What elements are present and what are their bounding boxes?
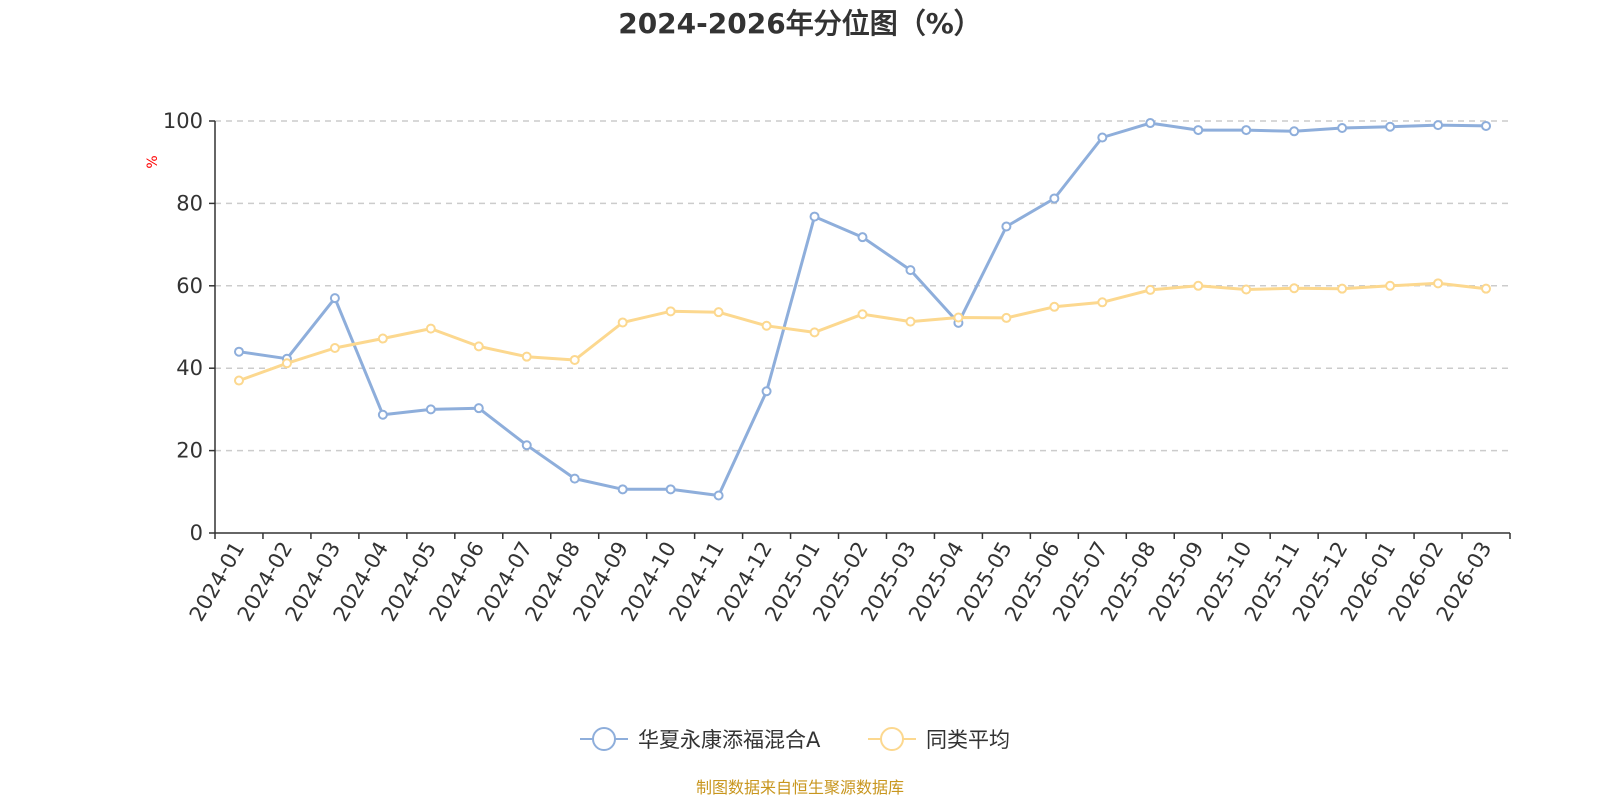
legend[interactable]: 华夏永康添福混合A 同类平均 [580,727,1010,752]
axes-layer: 0204060801002024-012024-022024-032024-04… [163,109,1511,625]
data-point[interactable] [473,341,484,352]
data-point[interactable] [1097,132,1108,143]
data-point[interactable] [329,293,340,304]
data-point[interactable] [329,343,340,354]
y-tick-label: 20 [176,439,203,463]
series-0 [233,118,1492,501]
data-point[interactable] [569,473,580,484]
data-point[interactable] [1145,118,1156,129]
data-point[interactable] [713,490,724,501]
data-point[interactable] [1049,193,1060,204]
data-point[interactable] [665,484,676,495]
data-point[interactable] [233,346,244,357]
data-point[interactable] [1241,125,1252,136]
data-point[interactable] [473,403,484,414]
data-point[interactable] [1001,221,1012,232]
legend-item[interactable]: 华夏永康添福混合A [580,727,821,752]
y-tick-label: 60 [176,274,203,298]
data-point[interactable] [809,211,820,222]
data-point[interactable] [1481,283,1492,294]
legend-marker-icon [880,727,904,751]
data-point[interactable] [521,440,532,451]
y-axis-unit-label: % [145,155,161,168]
data-point[interactable] [1193,280,1204,291]
data-point[interactable] [1241,284,1252,295]
data-point[interactable] [1385,280,1396,291]
data-point[interactable] [905,316,916,327]
data-point[interactable] [1433,278,1444,289]
data-point[interactable] [1001,312,1012,323]
data-point[interactable] [761,386,772,397]
data-point[interactable] [1289,126,1300,137]
data-point[interactable] [281,358,292,369]
legend-label: 华夏永康添福混合A [638,728,821,752]
data-point[interactable] [233,375,244,386]
data-point[interactable] [1289,283,1300,294]
series-1 [233,278,1492,386]
grid-layer [215,120,1510,452]
data-point[interactable] [905,265,916,276]
data-point[interactable] [713,307,724,318]
series-line [238,281,1487,383]
data-point[interactable] [1337,283,1348,294]
data-point[interactable] [1433,120,1444,131]
data-point[interactable] [521,351,532,362]
data-point[interactable] [425,404,436,415]
data-point[interactable] [377,409,388,420]
legend-item[interactable]: 同类平均 [868,727,1010,752]
data-point[interactable] [1481,120,1492,131]
data-point[interactable] [857,309,868,320]
data-point[interactable] [1145,284,1156,295]
series-layer [233,118,1492,501]
data-point[interactable] [569,354,580,365]
data-point[interactable] [1337,123,1348,134]
data-point[interactable] [1097,297,1108,308]
legend-marker-icon [592,727,616,751]
data-point[interactable] [1049,301,1060,312]
data-point[interactable] [665,306,676,317]
chart-title: 2024-2026年分位图（%） [618,7,982,40]
source-note: 制图数据来自恒生聚源数据库 [696,778,904,797]
data-point[interactable] [953,312,964,323]
y-tick-label: 100 [163,109,203,133]
data-point[interactable] [617,484,628,495]
data-point[interactable] [377,333,388,344]
data-point[interactable] [1193,125,1204,136]
data-point[interactable] [1385,121,1396,132]
data-point[interactable] [761,320,772,331]
data-point[interactable] [425,323,436,334]
y-tick-label: 40 [176,356,203,380]
legend-label: 同类平均 [926,728,1010,752]
y-tick-label: 80 [176,191,203,215]
data-point[interactable] [617,317,628,328]
y-tick-label: 0 [190,521,203,545]
data-point[interactable] [857,232,868,243]
data-point[interactable] [809,327,820,338]
